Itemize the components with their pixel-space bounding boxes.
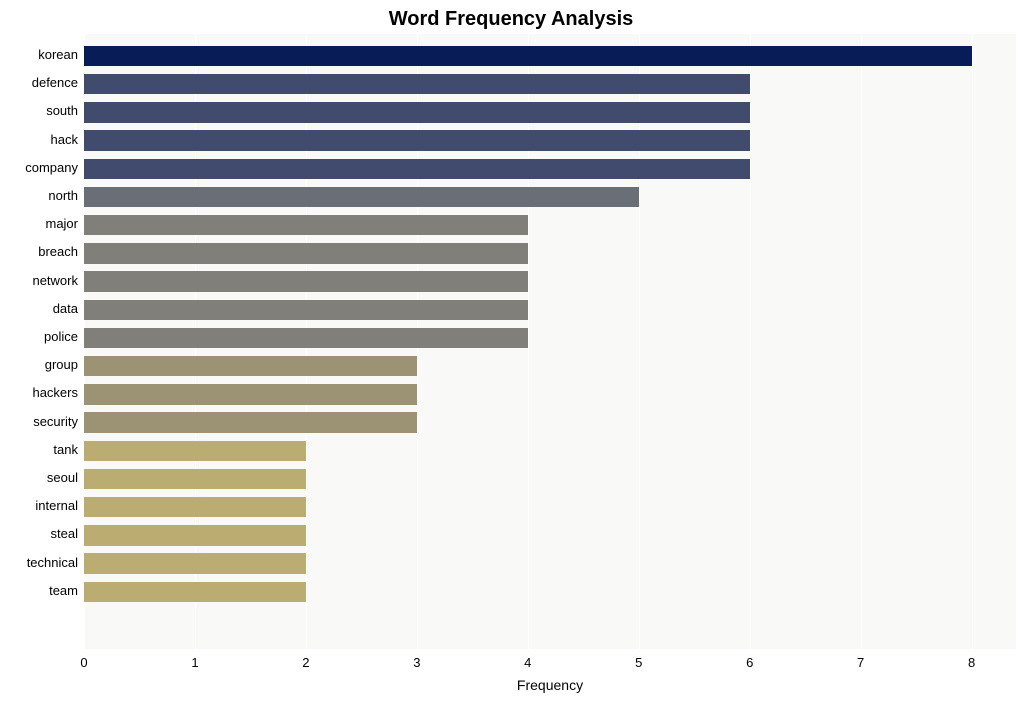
bar (84, 553, 306, 573)
bar (84, 582, 306, 602)
bar (84, 328, 528, 348)
ytick-label: steal (51, 526, 78, 541)
gridline (750, 34, 751, 649)
ytick-label: north (48, 188, 78, 203)
ytick-label: seoul (47, 470, 78, 485)
ytick-label: breach (38, 244, 78, 259)
xtick-label: 5 (635, 655, 642, 670)
ytick-label: tank (53, 442, 78, 457)
bar (84, 46, 972, 66)
ytick-label: hack (51, 132, 78, 147)
ytick-label: technical (27, 555, 78, 570)
plot-area (84, 34, 1016, 649)
ytick-label: defence (32, 75, 78, 90)
ytick-label: internal (35, 498, 78, 513)
bar (84, 525, 306, 545)
gridline (639, 34, 640, 649)
bar (84, 441, 306, 461)
chart-title: Word Frequency Analysis (0, 8, 1022, 31)
bar (84, 300, 528, 320)
ytick-label: company (25, 160, 78, 175)
ytick-label: security (33, 414, 78, 429)
bar (84, 187, 639, 207)
xtick-label: 8 (968, 655, 975, 670)
xtick-label: 4 (524, 655, 531, 670)
bar (84, 412, 417, 432)
word-frequency-chart: Word Frequency Analysis Frequency 0 1 2 3 4 5… (0, 0, 1022, 701)
bar (84, 102, 750, 122)
xtick-label: 7 (857, 655, 864, 670)
bar (84, 74, 750, 94)
ytick-label: team (49, 583, 78, 598)
ytick-label: hackers (32, 385, 78, 400)
bar (84, 243, 528, 263)
bar (84, 215, 528, 235)
xtick-label: 1 (191, 655, 198, 670)
bar (84, 159, 750, 179)
ytick-label: data (53, 301, 78, 316)
xtick-label: 6 (746, 655, 753, 670)
ytick-label: major (45, 216, 78, 231)
bar (84, 384, 417, 404)
bar (84, 469, 306, 489)
bar (84, 271, 528, 291)
bar (84, 497, 306, 517)
gridline (861, 34, 862, 649)
bar (84, 130, 750, 150)
ytick-label: network (32, 273, 78, 288)
bar (84, 356, 417, 376)
ytick-label: korean (38, 47, 78, 62)
xaxis-title: Frequency (84, 677, 1016, 693)
xtick-label: 0 (80, 655, 87, 670)
ytick-label: police (44, 329, 78, 344)
gridline (528, 34, 529, 649)
xtick-label: 2 (302, 655, 309, 670)
xtick-label: 3 (413, 655, 420, 670)
gridline (972, 34, 973, 649)
ytick-label: south (46, 103, 78, 118)
ytick-label: group (45, 357, 78, 372)
